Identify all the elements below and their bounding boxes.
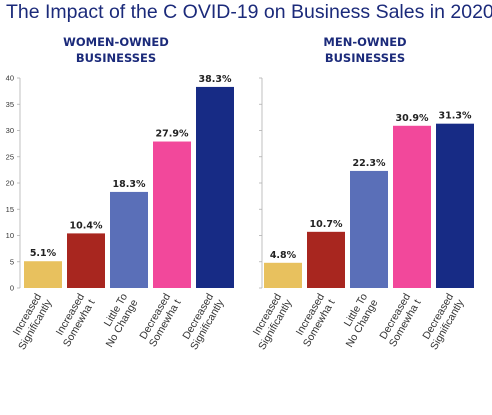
women-y-tick-label: 0 — [10, 284, 14, 293]
women-category-label: DecreasedSignificantly — [178, 291, 227, 352]
women-bar — [153, 141, 191, 288]
women-y-tick-label: 5 — [10, 257, 14, 266]
men-data-label: 10.7% — [310, 219, 343, 230]
women-y-tick-label: 35 — [6, 100, 14, 109]
men-panel-title-line: BUSINESSES — [325, 51, 405, 65]
women-data-label: 38.3% — [199, 74, 232, 85]
women-data-label: 18.3% — [113, 179, 146, 190]
men-bar — [436, 123, 474, 288]
women-y-tick-label: 15 — [6, 205, 14, 214]
men-category-label: Little ToNo Change — [333, 291, 380, 349]
women-category-label: IncreasedSomewha t — [50, 291, 97, 349]
chart-title: The Impact of the C OVID-19 on Business … — [6, 1, 492, 23]
women-category-label: IncreasedSignificantly — [6, 291, 55, 352]
men-panel-title-line: MEN-OWNED — [323, 35, 406, 49]
women-category-label: Little ToNo Change — [93, 291, 140, 349]
women-bar — [196, 86, 234, 288]
men-bar — [307, 231, 345, 288]
men-category-label: IncreasedSignificantly — [246, 291, 295, 352]
men-data-label: 22.3% — [353, 158, 386, 169]
women-y-tick-label: 25 — [6, 152, 14, 161]
women-data-label: 10.4% — [70, 220, 103, 231]
men-data-label: 4.8% — [270, 250, 297, 261]
women-y-tick-label: 40 — [6, 74, 14, 83]
men-bar — [393, 125, 431, 289]
men-data-label: 31.3% — [439, 111, 472, 122]
men-bar — [264, 262, 302, 288]
women-bar — [110, 191, 148, 288]
women-bar — [24, 261, 62, 288]
women-y-tick-label: 30 — [6, 126, 14, 135]
men-category-label: DecreasedSignificantly — [418, 291, 467, 352]
men-data-label: 30.9% — [396, 113, 429, 124]
women-category-label: DecreasedSomewha t — [136, 291, 183, 349]
women-panel-title-line: WOMEN-OWNED — [63, 35, 169, 49]
men-category-label: IncreasedSomewha t — [290, 291, 337, 349]
women-y-tick-label: 20 — [6, 179, 14, 188]
women-panel-title-line: BUSINESSES — [76, 51, 156, 65]
women-data-label: 27.9% — [156, 129, 189, 140]
men-category-label: DecreasedSomewha t — [376, 291, 423, 349]
men-bar — [350, 170, 388, 288]
women-data-label: 5.1% — [30, 248, 57, 259]
women-y-tick-label: 10 — [6, 231, 14, 240]
women-bar — [67, 233, 105, 288]
